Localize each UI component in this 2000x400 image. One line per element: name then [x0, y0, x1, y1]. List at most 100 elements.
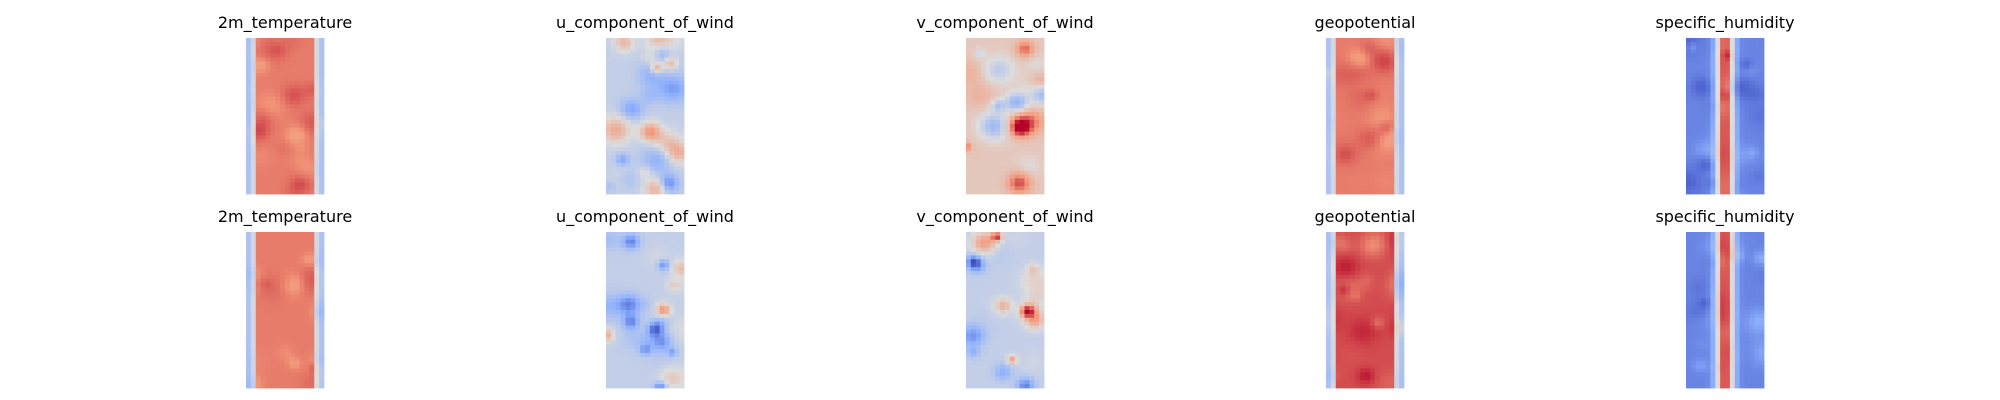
heatmap-cell	[970, 259, 977, 264]
heatmap-cell	[294, 349, 301, 354]
heatmap-cell	[319, 61, 325, 66]
heatmap-cell	[1000, 104, 1006, 109]
heatmap-cell	[985, 251, 991, 256]
heatmap-cell	[1355, 45, 1361, 51]
heatmap-cell	[606, 306, 612, 311]
heatmap-cell	[620, 274, 626, 280]
heatmap-cell	[1340, 182, 1346, 187]
heatmap-cell	[1399, 139, 1405, 144]
heatmap-cell	[630, 286, 636, 291]
heatmap-cell	[669, 329, 675, 334]
heatmap-cell	[1384, 182, 1390, 187]
heatmap-cell	[275, 380, 281, 385]
heatmap-cell	[309, 65, 315, 70]
heatmap-cell	[1019, 151, 1025, 156]
heatmap-cell	[1754, 151, 1760, 156]
heatmap-cell	[1379, 77, 1385, 82]
heatmap-cell	[995, 166, 1001, 171]
heatmap-cell	[664, 294, 670, 299]
heatmap-cell	[1350, 166, 1356, 171]
heatmap-cell	[1695, 139, 1702, 144]
heatmap-cell	[289, 119, 296, 125]
heatmap-cell	[674, 57, 680, 62]
heatmap-cell	[1384, 151, 1390, 156]
heatmap-cell	[275, 263, 281, 268]
heatmap-cell	[975, 186, 982, 191]
heatmap-cell	[1340, 45, 1346, 51]
heatmap-cell	[625, 376, 631, 381]
heatmap-cell	[664, 139, 670, 144]
heatmap-cell	[1340, 119, 1346, 125]
heatmap-cell	[645, 92, 651, 97]
heatmap-cell	[679, 364, 685, 369]
heatmap-cell	[610, 88, 617, 93]
heatmap-cell	[1326, 108, 1332, 113]
heatmap-cell	[606, 349, 612, 354]
heatmap-cell	[674, 333, 680, 338]
heatmap-cell	[606, 162, 612, 168]
heatmap-cell	[1700, 139, 1706, 144]
heatmap-cell	[615, 162, 622, 168]
heatmap-cell	[985, 186, 991, 191]
heatmap-cell	[255, 298, 262, 303]
heatmap-cell	[1014, 271, 1021, 276]
heatmap-cell	[265, 255, 271, 260]
heatmap-cell	[615, 112, 622, 117]
heatmap-cell	[1034, 239, 1040, 245]
heatmap-cell	[304, 69, 310, 74]
heatmap-cell	[1019, 325, 1025, 330]
heatmap-cell	[1000, 45, 1006, 51]
heatmap-cell	[606, 313, 612, 319]
heatmap-cell	[1374, 77, 1381, 82]
heatmap-cell	[966, 243, 972, 248]
heatmap-cell	[289, 278, 296, 284]
heatmap-cell	[309, 53, 315, 58]
heatmap-cell	[985, 96, 991, 101]
heatmap-cell	[1024, 162, 1030, 168]
heatmap-cell	[970, 155, 977, 160]
heatmap-cell	[1005, 239, 1011, 245]
heatmap-cell	[669, 232, 675, 237]
heatmap-cell	[1330, 116, 1337, 121]
heatmap-cell	[304, 135, 310, 140]
heatmap-cell	[995, 69, 1001, 74]
heatmap-cell	[995, 131, 1001, 136]
heatmap-cell	[980, 190, 986, 195]
heatmap-cell	[280, 162, 286, 168]
heatmap-cell	[1014, 73, 1021, 78]
heatmap-cell	[1005, 147, 1011, 152]
heatmap-cell	[299, 368, 305, 373]
heatmap-cell	[285, 368, 291, 373]
heatmap-cell	[285, 77, 291, 82]
heatmap-cell	[294, 162, 301, 168]
heatmap-cell	[304, 286, 310, 291]
heatmap-cell	[1019, 333, 1025, 338]
heatmap-cell	[990, 274, 996, 280]
heatmap-cell	[1326, 57, 1332, 62]
heatmap-cell	[1720, 182, 1726, 187]
heatmap-cell	[995, 158, 1001, 164]
heatmap-cell	[620, 306, 626, 311]
heatmap-cell	[625, 232, 631, 237]
heatmap-cell	[1759, 158, 1765, 164]
heatmap-cell	[304, 49, 310, 54]
heatmap-cell	[975, 53, 982, 58]
heatmap-cell	[319, 294, 325, 299]
heatmap-cell	[615, 239, 622, 245]
heatmap-cell	[1005, 349, 1011, 354]
heatmap-cell	[975, 255, 982, 260]
heatmap-cell	[1389, 135, 1395, 140]
heatmap-cell	[649, 274, 656, 280]
heatmap-cell	[1009, 69, 1016, 74]
heatmap-cell	[1700, 108, 1706, 113]
heatmap-cell	[620, 174, 626, 179]
heatmap-cell	[645, 286, 651, 291]
heatmap-cell	[649, 108, 656, 113]
heatmap-cell	[625, 278, 631, 284]
heatmap-cell	[1014, 174, 1021, 179]
heatmap-cell	[620, 235, 626, 241]
heatmap-cell	[1710, 147, 1716, 152]
heatmap-cell	[1355, 190, 1361, 195]
heatmap-cell	[1384, 143, 1390, 148]
heatmap-cell	[260, 92, 266, 97]
